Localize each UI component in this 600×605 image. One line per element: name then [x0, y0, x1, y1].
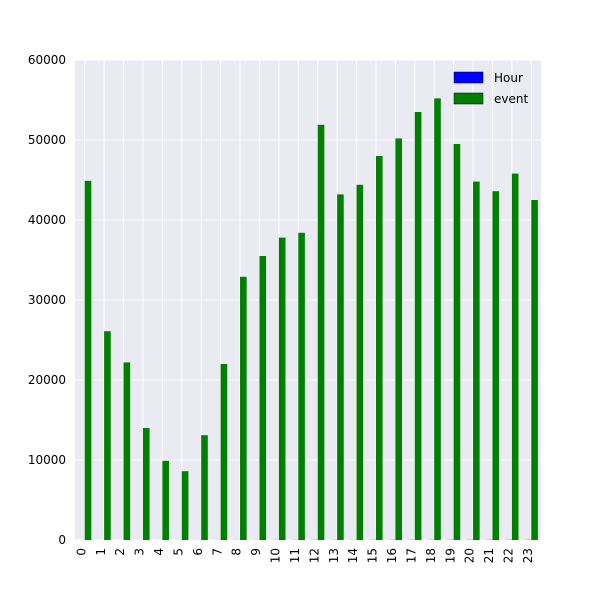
x-tick-label: 22	[502, 548, 516, 563]
x-tick-label: 6	[191, 548, 205, 556]
bar-event-14	[357, 185, 364, 540]
x-tick-label: 7	[210, 548, 224, 556]
x-tick-label: 17	[404, 548, 418, 563]
bar-event-0	[85, 181, 92, 540]
bar-event-12	[318, 125, 325, 540]
bar-event-13	[337, 194, 344, 540]
y-tick-label: 20000	[28, 373, 66, 387]
bar-event-18	[434, 98, 441, 540]
x-tick-label: 1	[94, 548, 108, 556]
bar-event-5	[182, 471, 189, 540]
x-tick-label: 5	[171, 548, 185, 556]
bar-event-6	[201, 435, 208, 540]
bar-event-20	[473, 182, 480, 540]
bar-event-19	[454, 144, 461, 540]
x-tick-label: 11	[288, 548, 302, 563]
x-tick-label: 9	[249, 548, 263, 556]
bar-event-4	[162, 461, 169, 540]
legend-swatch-hour	[454, 72, 483, 83]
bar-event-22	[512, 174, 519, 540]
x-tick-label: 15	[366, 548, 380, 563]
x-tick-label: 13	[327, 548, 341, 563]
x-tick-label: 14	[346, 548, 360, 563]
x-tick-label: 16	[385, 548, 399, 563]
y-tick-label: 10000	[28, 453, 66, 467]
x-tick-label: 18	[424, 548, 438, 563]
bar-event-15	[376, 156, 383, 540]
legend-label-hour: Hour	[494, 71, 523, 85]
legend-label-event: event	[494, 92, 528, 106]
bar-event-9	[259, 256, 266, 540]
bar-event-7	[221, 364, 228, 540]
bar-event-2	[124, 362, 131, 540]
bar-event-1	[104, 331, 111, 540]
x-tick-label: 3	[133, 548, 147, 556]
x-tick-label: 10	[269, 548, 283, 563]
y-tick-label: 50000	[28, 133, 66, 147]
x-tick-label: 8	[230, 548, 244, 556]
y-tick-label: 40000	[28, 213, 66, 227]
y-axis-tick-labels: 0 10000 20000 30000 40000 50000 60000	[28, 53, 66, 547]
bar-event-11	[298, 233, 305, 540]
bar-event-3	[143, 428, 150, 540]
x-tick-label: 23	[521, 548, 535, 563]
bar-event-17	[415, 112, 422, 540]
x-tick-label: 2	[113, 548, 127, 556]
x-tick-label: 0	[74, 548, 88, 556]
x-tick-label: 21	[482, 548, 496, 563]
bar-event-16	[395, 138, 402, 540]
y-tick-label: 30000	[28, 293, 66, 307]
x-tick-label: 20	[463, 548, 477, 563]
x-tick-label: 4	[152, 548, 166, 556]
legend-swatch-event	[454, 93, 483, 104]
bar-event-21	[492, 191, 499, 540]
y-tick-label: 0	[58, 533, 66, 547]
bar-event-8	[240, 277, 247, 540]
y-tick-label: 60000	[28, 53, 66, 67]
bar-event-23	[531, 200, 538, 540]
x-tick-label: 19	[443, 548, 457, 563]
x-tick-label: 12	[307, 548, 321, 563]
bar-event-10	[279, 238, 286, 540]
